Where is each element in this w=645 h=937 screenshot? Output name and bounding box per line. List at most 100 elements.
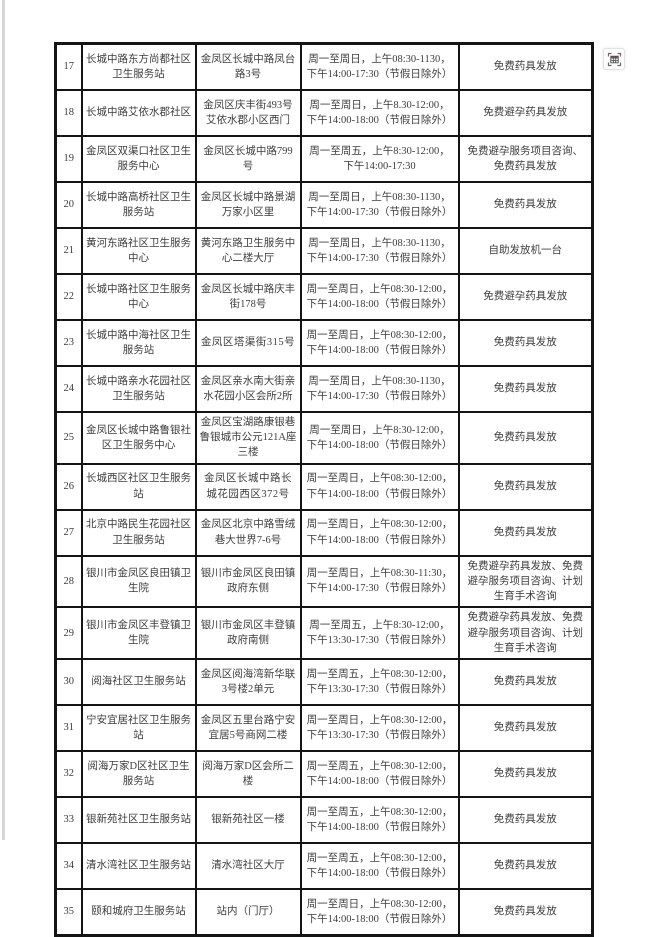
station-address: 金凤区五里台路宁安宜居5号商网二楼 [194, 703, 302, 752]
station-name: 清水湾社区卫生服务站 [80, 841, 197, 890]
station-hours: 周一至周日，上午08:30-12:00， 下午14:00-18:00（节假日除外… [299, 319, 460, 367]
station-services: 免费药具发放 [457, 181, 594, 229]
station-address: 金凤区北京中路雪绒巷大世界7-6号 [194, 508, 302, 557]
station-hours: 周一至周五，上午08:30-12:00， 下午14:00-18:00（节假日除外… [299, 841, 460, 890]
station-services: 免费避孕药具发放 [457, 273, 594, 321]
row-number: 32 [54, 749, 83, 798]
station-services: 免费药具发放 [457, 657, 594, 706]
station-hours: 周一至周日，上午08:30-11:30， 下午14:00-17:30（节假日除外… [299, 554, 460, 609]
station-name: 长城中路社区卫生服务中心 [80, 273, 197, 321]
station-services: 免费避孕药具发放、免费避孕服务项目咨询、计划生育手术咨询 [457, 554, 594, 609]
table-row: 29 银川市金凤区丰登镇卫生院 银川市金凤区丰登镇政府南侧 周一至周五，上午8:… [54, 606, 594, 660]
table-row: 17 长城中路东方尚都社区卫生服务站 金凤区长城中路凤台路3号 周一至周日，上午… [54, 42, 594, 91]
station-hours: 周一至周日，上午8.30-12:00， 下午14:00-18:00（节假日除外） [299, 89, 460, 137]
station-name: 金凤区双渠口社区卫生服务中心 [80, 135, 197, 183]
station-address: 金凤区长城中路799号 [194, 135, 302, 183]
station-hours: 周一至周日，上午08:30-12:00， 下午14:00-18:00（节假日除外… [299, 887, 460, 937]
station-name: 银川市金凤区良田镇卫生院 [80, 554, 197, 609]
station-services: 免费药具发放 [457, 411, 594, 465]
station-hours: 周一至周五，上午8:30-12:00， 下午13:30-17:30（节假日除外） [299, 606, 460, 660]
station-hours: 周一至周日，上午8:30-12:00， 下午14:00-18:00（节假日除外） [299, 411, 460, 465]
row-number: 31 [54, 703, 83, 752]
table-row: 24 长城中路亲水花园社区卫生服务站 金凤区亲水南大街亲水花园小区会所2所 周一… [54, 365, 594, 413]
station-address: 银新苑社区一楼 [194, 795, 302, 844]
row-number: 35 [54, 887, 83, 937]
station-hours: 周一至周日，上午08:30-1130， 下午14:00-17:30（节假日除外） [299, 42, 460, 91]
row-number: 34 [54, 841, 83, 890]
station-services: 免费药具发放 [457, 703, 594, 752]
table-row: 23 长城中路中海社区卫生服务站 金凤区塔渠街315号 周一至周日，上午08:3… [54, 319, 594, 367]
row-number: 20 [54, 181, 83, 229]
station-services: 免费药具发放 [457, 319, 594, 367]
row-number: 28 [54, 554, 83, 609]
table-row: 21 黄河东路社区卫生服务中心 黄河东路卫生服务中心二楼大厅 周一至周日，上午0… [54, 227, 594, 275]
row-number: 33 [54, 795, 83, 844]
table-row: 32 阅海万家D区社区卫生服务站 阅海万家D区会所二楼 周一至周五，上午08:3… [54, 749, 594, 798]
row-number: 29 [54, 606, 83, 660]
station-services: 免费药具发放 [457, 42, 594, 91]
station-address: 金凤区长城中路长城花园西区372号 [194, 462, 302, 511]
station-name: 长城中路中海社区卫生服务站 [80, 319, 197, 367]
station-hours: 周一至周日，上午08:30-1130， 下午14:00-17:30（节假日除外） [299, 365, 460, 413]
station-name: 宁安宜居社区卫生服务站 [80, 703, 197, 752]
row-number: 26 [54, 462, 83, 511]
station-services: 免费药具发放 [457, 462, 594, 511]
station-address: 金凤区长城中路景湖万家小区里 [194, 181, 302, 229]
table: 17 长城中路东方尚都社区卫生服务站 金凤区长城中路凤台路3号 周一至周日，上午… [54, 42, 594, 937]
station-services: 免费避孕药具发放 [457, 89, 594, 137]
station-name: 长城中路亲水花园社区卫生服务站 [80, 365, 197, 413]
row-number: 23 [54, 319, 83, 367]
table-fullscreen-icon [607, 52, 622, 67]
station-address: 金凤区庆丰街493号艾依水郡小区西门 [194, 89, 302, 137]
table-row: 25 金凤区长城中路鲁银社区卫生服务中心 金凤区宝湖路康银巷鲁银城市公元121A… [54, 411, 594, 465]
table-row: 28 银川市金凤区良田镇卫生院 银川市金凤区良田镇政府东侧 周一至周日，上午08… [54, 554, 594, 609]
station-services: 免费药具发放 [457, 365, 594, 413]
table-row: 34 清水湾社区卫生服务站 清水湾社区大厅 周一至周五，上午08:30-12:0… [54, 841, 594, 890]
table-row: 22 长城中路社区卫生服务中心 金凤区长城中路庆丰街178号 周一至周日，上午0… [54, 273, 594, 321]
row-number: 24 [54, 365, 83, 413]
station-hours: 周一至周五，上午08:30-12:00， 下午13:30-17:30（节假日除外… [299, 657, 460, 706]
station-hours: 周一至周五，上午08:30-12:00， 下午14:00-18:00（节假日除外… [299, 749, 460, 798]
station-address: 金凤区塔渠街315号 [194, 319, 302, 367]
station-services: 免费药具发放 [457, 749, 594, 798]
station-name: 长城中路高桥社区卫生服务站 [80, 181, 197, 229]
station-name: 阅海万家D区社区卫生服务站 [80, 749, 197, 798]
table-row: 31 宁安宜居社区卫生服务站 金凤区五里台路宁安宜居5号商网二楼 周一至周日，上… [54, 703, 594, 752]
station-name: 颐和城府卫生服务站 [80, 887, 197, 937]
station-address: 金凤区长城中路凤台路3号 [194, 42, 302, 91]
station-hours: 周一至周日，上午08:30-12:00， 下午14:00-18:00（节假日除外… [299, 462, 460, 511]
station-hours: 周一至周日，上午08:30-12:00， 下午14:00-18:00（节假日除外… [299, 508, 460, 557]
station-services: 免费避孕服务项目咨询、免费药具发放 [457, 135, 594, 183]
table-row: 26 长城西区社区卫生服务站 金凤区长城中路长城花园西区372号 周一至周日，上… [54, 462, 594, 511]
station-hours: 周一至周日，上午08:30-12:00， 下午14:00-18:00（节假日除外… [299, 273, 460, 321]
health-stations-table: 17 长城中路东方尚都社区卫生服务站 金凤区长城中路凤台路3号 周一至周日，上午… [54, 42, 594, 937]
station-name: 金凤区长城中路鲁银社区卫生服务中心 [80, 411, 197, 465]
station-name: 黄河东路社区卫生服务中心 [80, 227, 197, 275]
page-edge [2, 0, 5, 840]
station-address: 金凤区阅海湾新华联3号楼2单元 [194, 657, 302, 706]
station-address: 清水湾社区大厅 [194, 841, 302, 890]
station-hours: 周一至周日，上午08:30-1130， 下午14:00-17:30（节假日除外） [299, 181, 460, 229]
view-table-button[interactable] [603, 48, 625, 70]
station-hours: 周一至周日，上午08:30-12:00， 下午13:30-17:30（节假日除外… [299, 703, 460, 752]
row-number: 22 [54, 273, 83, 321]
table-row: 27 北京中路民生花园社区卫生服务站 金凤区北京中路雪绒巷大世界7-6号 周一至… [54, 508, 594, 557]
station-address: 站内（门厅） [194, 887, 302, 937]
station-services: 免费药具发放 [457, 841, 594, 890]
station-address: 金凤区长城中路庆丰街178号 [194, 273, 302, 321]
row-number: 18 [54, 89, 83, 137]
table-row: 33 银新苑社区卫生服务站 银新苑社区一楼 周一至周五，上午08:30-12:0… [54, 795, 594, 844]
table-row: 35 颐和城府卫生服务站 站内（门厅） 周一至周日，上午08:30-12:00，… [54, 887, 594, 937]
station-name: 北京中路民生花园社区卫生服务站 [80, 508, 197, 557]
station-services: 免费药具发放 [457, 795, 594, 844]
station-hours: 周一至周五，上午8:30-12:00， 下午14:00-17:30 [299, 135, 460, 183]
row-number: 25 [54, 411, 83, 465]
station-name: 银新苑社区卫生服务站 [80, 795, 197, 844]
row-number: 19 [54, 135, 83, 183]
station-hours: 周一至周五，上午08:30-12:00， 下午14:00-18:00（节假日除外… [299, 795, 460, 844]
table-row: 18 长城中路艾依水郡社区 金凤区庆丰街493号艾依水郡小区西门 周一至周日，上… [54, 89, 594, 137]
table-row: 30 阅海社区卫生服务站 金凤区阅海湾新华联3号楼2单元 周一至周五，上午08:… [54, 657, 594, 706]
table-row: 19 金凤区双渠口社区卫生服务中心 金凤区长城中路799号 周一至周五，上午8:… [54, 135, 594, 183]
row-number: 27 [54, 508, 83, 557]
station-services: 免费避孕药具发放、免费避孕服务项目咨询、计划生育手术咨询 [457, 606, 594, 660]
